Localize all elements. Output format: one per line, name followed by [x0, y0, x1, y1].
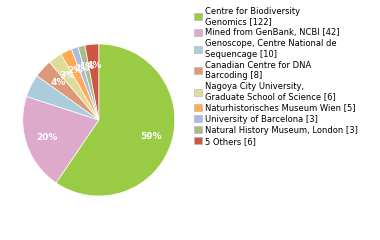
Wedge shape	[78, 45, 99, 120]
Text: 1%: 1%	[79, 62, 94, 71]
Wedge shape	[71, 47, 99, 120]
Wedge shape	[61, 49, 99, 120]
Text: 20%: 20%	[36, 133, 58, 142]
Text: 4%: 4%	[51, 78, 66, 87]
Wedge shape	[56, 44, 175, 196]
Wedge shape	[23, 96, 99, 183]
Wedge shape	[27, 76, 99, 120]
Wedge shape	[49, 54, 99, 120]
Wedge shape	[85, 44, 99, 120]
Text: 4%: 4%	[86, 61, 101, 70]
Text: 2%: 2%	[74, 64, 89, 72]
Wedge shape	[37, 62, 99, 120]
Legend: Centre for Biodiversity
Genomics [122], Mined from GenBank, NCBI [42], Genoscope: Centre for Biodiversity Genomics [122], …	[194, 6, 358, 146]
Text: 3%: 3%	[60, 71, 75, 80]
Text: 59%: 59%	[140, 132, 162, 141]
Text: 2%: 2%	[68, 66, 83, 75]
